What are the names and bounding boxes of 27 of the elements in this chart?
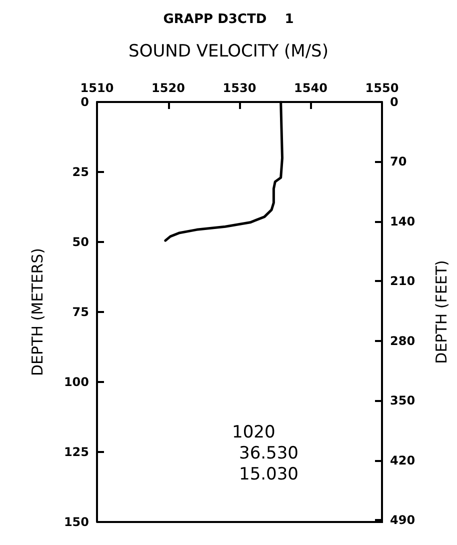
y-tick-label: 50	[72, 235, 89, 249]
x-tick-label: 1530	[222, 81, 256, 95]
y-tick-label: 25	[72, 165, 89, 179]
y2-axis-title: DEPTH (FEET)	[432, 260, 450, 364]
x-tick-label: 1520	[152, 81, 185, 95]
y2-tick-label: 350	[390, 394, 416, 408]
x-tick-label: 1550	[365, 81, 399, 95]
y2-tick-label: 280	[390, 334, 416, 348]
y2-tick-label: 0	[390, 95, 398, 109]
annotation: 36.530	[239, 444, 298, 464]
y2-tick-label: 210	[390, 274, 416, 288]
annotation: 15.030	[239, 464, 298, 484]
y-tick-label: 125	[64, 445, 89, 459]
y2-tick-label: 140	[390, 214, 416, 228]
y-tick-label: 150	[64, 515, 89, 529]
y-axis-title: DEPTH (METERS)	[28, 248, 46, 376]
annotation: 1020	[232, 422, 276, 442]
y-tick-label: 0	[80, 95, 89, 109]
x-tick-label: 1510	[80, 81, 114, 95]
chart-subtitle: SOUND VELOCITY (M/S)	[128, 42, 328, 62]
y2-tick-label: 420	[390, 453, 416, 468]
y-tick-label: 75	[72, 305, 89, 319]
y2-tick-label: 490	[390, 513, 416, 528]
chart-title: GRAPP D3CTD 1	[163, 12, 294, 27]
y-tick-label: 100	[64, 375, 89, 389]
x-tick-label: 1540	[294, 81, 328, 95]
y2-tick-label: 70	[390, 154, 407, 169]
